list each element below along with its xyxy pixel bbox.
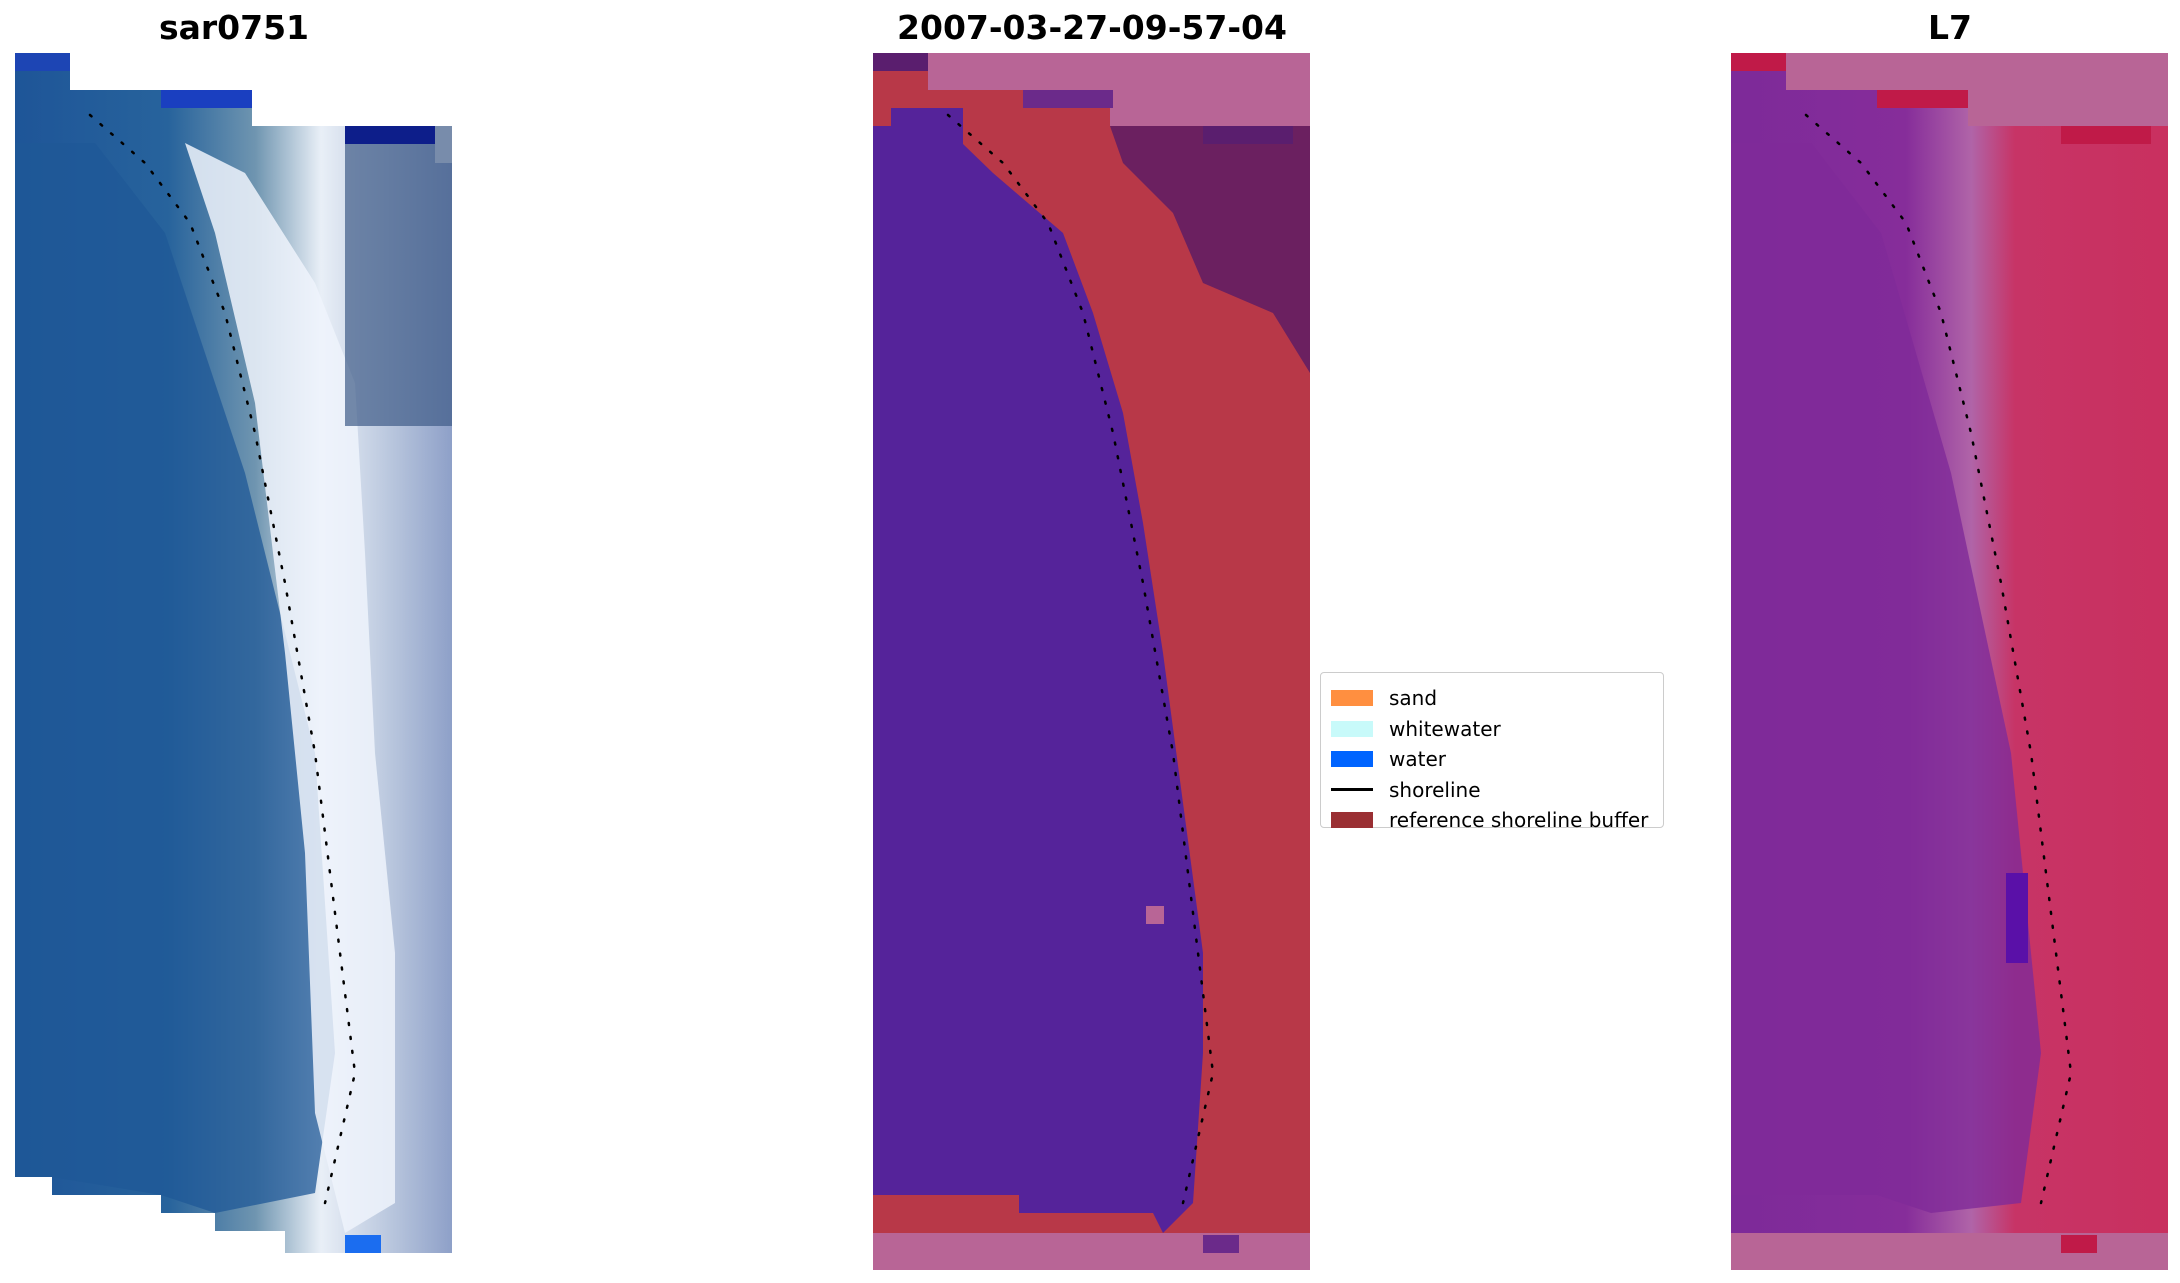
legend-label: water (1389, 747, 1446, 772)
water-pixel (1146, 906, 1164, 924)
rgb-blue-chip-4 (345, 1235, 381, 1253)
buffer-purple-chip-1 (1023, 90, 1113, 108)
legend-item-shoreline: shoreline (1331, 775, 1653, 806)
shoreline-line-sample (1331, 788, 1373, 792)
l7-dark-spot (2006, 873, 2028, 963)
buffer-dark-area (1110, 126, 1310, 373)
rgb-blue-chip-3 (345, 126, 435, 144)
buffer-swatch (1331, 812, 1373, 829)
l7-red-chip-4 (2061, 1235, 2097, 1253)
left-panel-title: sar0751 (158, 8, 310, 47)
rgb-blue-chip-2 (161, 90, 252, 108)
rgb-blue-chip-1 (15, 53, 70, 71)
l7-image (1731, 53, 2168, 1270)
classification-image (873, 53, 1310, 1270)
legend-item-reference-shoreline-buffer: reference shoreline buffer (1331, 805, 1653, 836)
l7-red-chip-3 (2061, 126, 2151, 144)
legend-label: sand (1389, 686, 1438, 711)
rgb-image-panel (15, 53, 452, 1270)
classification-image-panel (873, 53, 1310, 1270)
legend-item-sand: sand (1331, 683, 1653, 714)
right-panel-title: L7 (1928, 8, 1972, 47)
l7-red-chip-2 (1877, 90, 1968, 108)
legend-item-whitewater: whitewater (1331, 714, 1653, 745)
legend-label: reference shoreline buffer (1389, 808, 1649, 833)
buffer-purple-chip-2 (1203, 126, 1293, 144)
legend-label: shoreline (1389, 777, 1481, 802)
whitewater-swatch (1331, 720, 1373, 737)
rgb-surf-zone (185, 143, 395, 1233)
rgb-dark-water-patch (345, 126, 452, 426)
middle-panel-title: 2007-03-27-09-57-04 (897, 8, 1287, 47)
l7-water-shade (1731, 143, 2041, 1213)
l7-red-chip-1 (1731, 53, 1786, 71)
legend-label: whitewater (1389, 716, 1501, 741)
sand-swatch (1331, 690, 1373, 707)
rgb-ocean-shade (15, 143, 335, 1213)
legend: sand whitewater water shoreline referenc… (1320, 672, 1664, 832)
nodata-chip-bottom (1203, 1235, 1239, 1253)
water-class-region (873, 108, 1203, 1233)
water-swatch (1331, 751, 1373, 768)
corner-purple (873, 53, 928, 71)
legend-item-water: water (1331, 744, 1653, 775)
rgb-image (15, 53, 452, 1253)
l7-image-panel (1731, 53, 2168, 1270)
